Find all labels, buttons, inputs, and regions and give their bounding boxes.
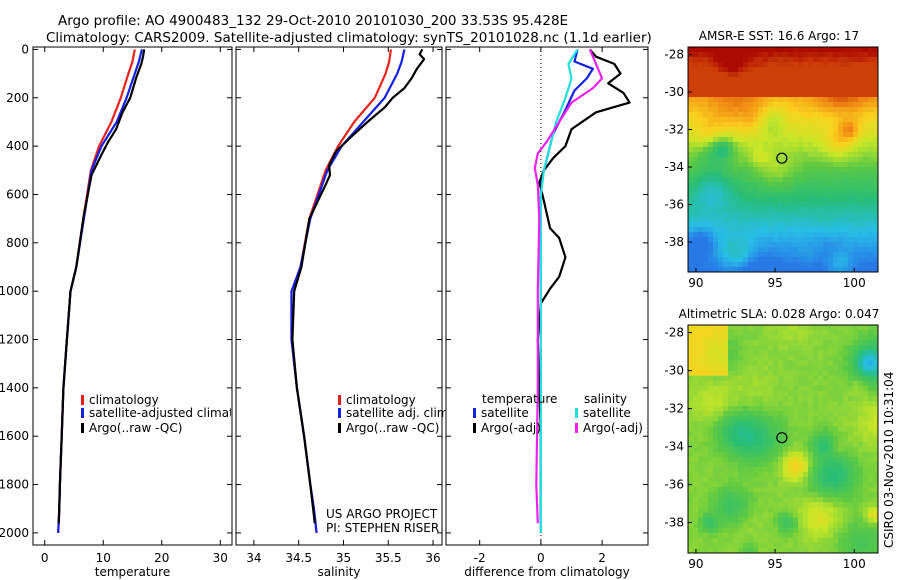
x-tick-label: 0 xyxy=(537,551,545,565)
y-tick-label: -34 xyxy=(664,440,684,454)
y-tick-label: 1400 xyxy=(0,381,29,395)
y-tick-label: -36 xyxy=(664,478,684,492)
x-tick-label: 35.5 xyxy=(375,551,402,565)
y-tick-label: -32 xyxy=(664,123,684,137)
pi-annotation: PI: STEPHEN RISER xyxy=(326,521,439,535)
y-tick-label: -38 xyxy=(664,235,684,249)
y-tick-label: -28 xyxy=(664,48,684,62)
legend-swatch xyxy=(338,423,341,433)
x-tick-label: 2 xyxy=(598,551,606,565)
x-tick-label: 90 xyxy=(688,557,703,571)
map-title: AMSR-E SST: 16.6 Argo: 17 xyxy=(699,29,859,43)
legend-entry-label: climatology xyxy=(89,393,159,407)
csiro-timestamp-label: CSIRO 03-Nov-2010 10:31:04 xyxy=(882,372,896,548)
y-tick-label: -28 xyxy=(664,326,684,340)
argo-location-marker xyxy=(776,152,788,164)
y-tick-label: -34 xyxy=(664,160,684,174)
legend-swatch xyxy=(575,423,578,433)
temperature-panel: 0 10 20 30 temperature 0 200 400 600 800 1000 1200 1… xyxy=(0,42,267,579)
x-axis-label: difference from climatology xyxy=(464,565,630,579)
project-annotation: US ARGO PROJECT xyxy=(326,507,438,521)
legend-swatch xyxy=(473,423,476,433)
sla-map-frame xyxy=(687,324,879,554)
sst-map-cells xyxy=(688,47,878,272)
sst-map-frame xyxy=(687,46,879,273)
legend-entry-label: satellite xyxy=(481,406,529,420)
series-line-argo-raw-qc- xyxy=(291,48,426,524)
x-tick-label: 95 xyxy=(767,557,782,571)
y-tick-label: -32 xyxy=(664,402,684,416)
legend-swatch xyxy=(575,408,578,418)
x-tick-label: 34.5 xyxy=(285,551,312,565)
legend-entry-label: satellite adj. clim. xyxy=(346,406,452,420)
temperature-profile-frame xyxy=(32,46,233,546)
y-tick-label: 1200 xyxy=(0,333,29,347)
x-tick-label: 34 xyxy=(246,551,261,565)
x-tick-label: 0 xyxy=(41,551,49,565)
y-tick-label: -38 xyxy=(664,516,684,530)
legend-swatch xyxy=(81,395,84,405)
x-tick-label: 95 xyxy=(767,276,782,290)
y-tick-label: 1000 xyxy=(0,284,29,298)
x-tick-label: 20 xyxy=(154,551,169,565)
y-tick-label: 600 xyxy=(6,187,29,201)
sst-map-panel: AMSR-E SST: 16.6 Argo: 17 90 95 100 -28 -30 -3… xyxy=(664,29,879,290)
x-tick-label: 30 xyxy=(213,551,228,565)
legend-group-salinity: salinity xyxy=(584,392,627,406)
legend-entry-label: satellite-adjusted climatology xyxy=(89,406,267,420)
legend-swatch xyxy=(473,408,476,418)
y-tick-label: 1600 xyxy=(0,429,29,443)
legend-swatch xyxy=(338,395,341,405)
argo-location-marker xyxy=(776,432,788,444)
x-tick-label: 35 xyxy=(336,551,351,565)
y-tick-label: 1800 xyxy=(0,478,29,492)
sla-map-cells xyxy=(688,325,878,553)
legend-swatch xyxy=(338,408,341,418)
legend-entry-label: Argo(..raw -QC) xyxy=(346,421,439,435)
difference-legend: temperature salinitysatelliteArgo(-adj)sa… xyxy=(473,392,643,435)
legend-entry-label: Argo(..raw -QC) xyxy=(89,421,182,435)
map-title: Altimetric SLA: 0.028 Argo: 0.047 xyxy=(679,307,880,321)
y-tick-label: -36 xyxy=(664,198,684,212)
y-tick-label: -30 xyxy=(664,364,684,378)
sla-map-panel: Altimetric SLA: 0.028 Argo: 0.047 90 95 100… xyxy=(664,307,879,571)
figure-title-line1: Argo profile: AO 4900483_132 29-Oct-2010… xyxy=(58,13,569,29)
y-tick-label: 800 xyxy=(6,236,29,250)
legend-swatch xyxy=(81,423,84,433)
legend-entry-label: satellite xyxy=(583,406,631,420)
legend-group-temperature: temperature xyxy=(482,392,557,406)
x-axis-label: temperature xyxy=(95,565,170,579)
x-axis-label: salinity xyxy=(317,565,360,579)
x-tick-label: 100 xyxy=(843,276,866,290)
y-tick-label: 400 xyxy=(6,139,29,153)
x-tick-label: 90 xyxy=(688,276,703,290)
figure-title-line2: Climatology: CARS2009. Satellite-adjuste… xyxy=(46,30,652,46)
legend-entry-label: Argo(-adj) xyxy=(481,421,541,435)
series-line-argo-raw-qc- xyxy=(57,49,146,524)
y-tick-label: 2000 xyxy=(0,526,29,540)
legend-swatch xyxy=(81,408,84,418)
series-line-salinity-satellite xyxy=(539,48,579,533)
y-tick-label: 0 xyxy=(21,42,29,56)
legend-entry-label: climatology xyxy=(346,393,416,407)
x-tick-label: 100 xyxy=(843,557,866,571)
difference-profile-frame xyxy=(445,46,649,546)
salinity-panel: 34 34.5 35 35.5 36 salinity climatologysatelli… xyxy=(235,46,452,579)
x-tick-label: 10 xyxy=(96,551,111,565)
legend-entry-label: Argo(-adj) xyxy=(583,421,643,435)
y-tick-label: -30 xyxy=(664,85,684,99)
x-tick-label: -2 xyxy=(474,551,486,565)
x-tick-label: 36 xyxy=(425,551,440,565)
series-line-salinity-argo-adj- xyxy=(533,48,604,524)
y-tick-label: 200 xyxy=(6,91,29,105)
salinity-profile-frame xyxy=(235,46,443,546)
